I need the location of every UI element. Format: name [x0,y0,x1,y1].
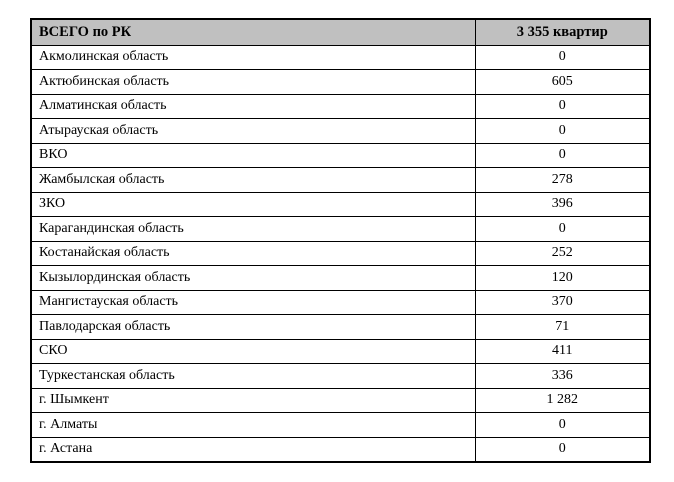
apartment-count-cell: 252 [474,240,651,266]
table-row: Алматинская область 0 [30,93,651,119]
apartment-count-cell: 370 [474,289,651,315]
table-row: СКО 411 [30,338,651,364]
table-row: Актюбинская область 605 [30,69,651,95]
table-row: Туркестанская область 336 [30,363,651,389]
region-name-cell: Павлодарская область [30,314,476,340]
table-row: Карагандинская область 0 [30,216,651,242]
table-header-total-label: ВСЕГО по РК [30,18,476,46]
region-name-cell: г. Шымкент [30,387,476,413]
region-name-cell: Туркестанская область [30,363,476,389]
region-name-cell: СКО [30,338,476,364]
region-name-cell: Костанайская область [30,240,476,266]
apartment-count-cell: 605 [474,69,651,95]
table-row: г. Астана 0 [30,436,651,462]
region-name-cell: Атырауская область [30,118,476,144]
apartment-count-cell: 1 282 [474,387,651,413]
table-row: Акмолинская область 0 [30,44,651,70]
table-row: Павлодарская область 71 [30,314,651,340]
apartment-count-cell: 0 [474,44,651,70]
table-row: Мангистауская область 370 [30,289,651,315]
region-name-cell: Алматинская область [30,93,476,119]
apartment-count-cell: 0 [474,118,651,144]
apartment-count-cell: 411 [474,338,651,364]
table-row: Жамбылская область 278 [30,167,651,193]
region-name-cell: ЗКО [30,191,476,217]
apartment-count-cell: 71 [474,314,651,340]
table-row: Кызылординская область 120 [30,265,651,291]
apartment-count-cell: 336 [474,363,651,389]
region-name-cell: Мангистауская область [30,289,476,315]
region-name-cell: Акмолинская область [30,44,476,70]
region-name-cell: Жамбылская область [30,167,476,193]
region-name-cell: г. Алматы [30,412,476,438]
table-row: ВКО 0 [30,142,651,168]
table-row: г. Шымкент 1 282 [30,387,651,413]
table-header-total-value: 3 355 квартир [474,18,651,46]
region-name-cell: г. Астана [30,436,476,462]
table-row: Костанайская область 252 [30,240,651,266]
table-row: Атырауская область 0 [30,118,651,144]
table-row: г. Алматы 0 [30,412,651,438]
apartment-count-cell: 278 [474,167,651,193]
apartment-count-cell: 0 [474,216,651,242]
apartment-count-cell: 0 [474,436,651,462]
region-name-cell: ВКО [30,142,476,168]
regions-apartments-table: ВСЕГО по РК 3 355 квартир Акмолинская об… [30,18,651,463]
apartment-count-cell: 120 [474,265,651,291]
table-body: Акмолинская область 0 Актюбинская область 6… [30,44,651,462]
apartment-count-cell: 0 [474,412,651,438]
region-name-cell: Карагандинская область [30,216,476,242]
region-name-cell: Актюбинская область [30,69,476,95]
apartment-count-cell: 0 [474,93,651,119]
region-name-cell: Кызылординская область [30,265,476,291]
apartment-count-cell: 396 [474,191,651,217]
apartment-count-cell: 0 [474,142,651,168]
table-header-row: ВСЕГО по РК 3 355 квартир [30,18,651,46]
table-row: ЗКО 396 [30,191,651,217]
